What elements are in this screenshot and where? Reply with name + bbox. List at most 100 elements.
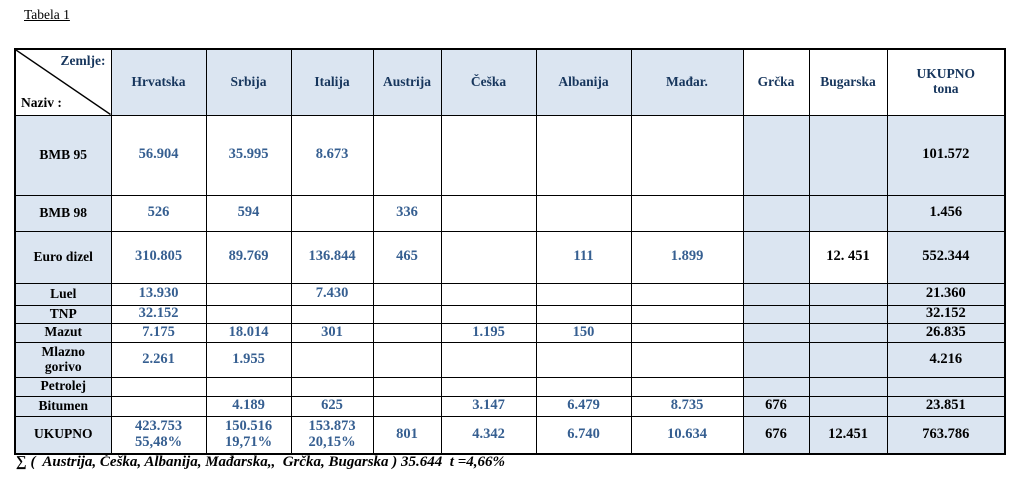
table-cell: 150	[535, 322, 632, 343]
table-cell: 336	[372, 194, 442, 232]
table-cell: 3.147	[440, 395, 537, 417]
table-cell: 676	[742, 415, 810, 455]
row-label: Petrolej	[14, 376, 112, 397]
table-cell: 153.873 20,15%	[290, 415, 374, 455]
column-header: Srbija	[205, 48, 292, 116]
table-cell: 150.516 19,71%	[205, 415, 292, 455]
column-header: Austrija	[372, 48, 442, 116]
table-cell: 32.152	[110, 304, 207, 324]
table-cell: 625	[290, 395, 374, 417]
table-cell: 801	[372, 415, 442, 455]
table-cell: 32.152	[886, 304, 1006, 324]
table-cell: 7.175	[110, 322, 207, 343]
table-cell	[886, 376, 1006, 397]
table-cell: 2.261	[110, 341, 207, 378]
table-cell	[372, 341, 442, 378]
table-cell: 111	[535, 230, 632, 284]
table-cell: 423.753 55,48%	[110, 415, 207, 455]
row-label: UKUPNO	[14, 415, 112, 455]
table-cell: 1.955	[205, 341, 292, 378]
table-cell	[372, 114, 442, 196]
table-cell	[742, 194, 810, 232]
table-cell: 552.344	[886, 230, 1006, 284]
table-cell	[808, 304, 888, 324]
table-row: BMB 98 526 594 336 1.456	[14, 194, 1006, 232]
table-cell	[110, 395, 207, 417]
table-row: BMB 95 56.904 35.995 8.673 101.572	[14, 114, 1006, 196]
table-cell	[742, 230, 810, 284]
column-header: Češka	[440, 48, 537, 116]
table-row: TNP 32.152 32.152	[14, 304, 1006, 324]
row-label: Mazut	[14, 322, 112, 343]
table-cell	[742, 114, 810, 196]
table-cell	[290, 304, 374, 324]
table-cell	[742, 304, 810, 324]
table-cell	[535, 114, 632, 196]
table-cell: 1.899	[630, 230, 744, 284]
table-cell: 12. 451	[808, 230, 888, 284]
row-label: Mlazno gorivo	[14, 341, 112, 378]
table-cell	[630, 341, 744, 378]
corner-label-naziv: Naziv :	[21, 94, 62, 110]
table-cell	[742, 376, 810, 397]
table-cell: 526	[110, 194, 207, 232]
table-cell	[290, 376, 374, 397]
table-cell: 594	[205, 194, 292, 232]
corner-cell: Zemlje: Naziv :	[14, 48, 112, 116]
table-cell	[440, 341, 537, 378]
table-cell: 89.769	[205, 230, 292, 284]
table-cell	[808, 194, 888, 232]
table-cell	[372, 282, 442, 306]
table-cell	[808, 282, 888, 306]
table-cell	[440, 282, 537, 306]
table-row: Mlazno gorivo 2.261 1.955 4.216	[14, 341, 1006, 378]
table-cell	[372, 395, 442, 417]
table-cell	[372, 376, 442, 397]
table-cell	[440, 304, 537, 324]
table-cell	[440, 230, 537, 284]
column-header: Italija	[290, 48, 374, 116]
table-cell: 676	[742, 395, 810, 417]
table-cell: 301	[290, 322, 374, 343]
table-cell: 56.904	[110, 114, 207, 196]
data-table: Zemlje: Naziv : Hrvatska Srbija Italija Austr…	[14, 48, 1006, 455]
table-cell: 8.735	[630, 395, 744, 417]
table-cell: 7.430	[290, 282, 374, 306]
table-cell: 26.835	[886, 322, 1006, 343]
table-cell	[742, 341, 810, 378]
table-cell	[535, 282, 632, 306]
row-label: BMB 95	[14, 114, 112, 196]
table-cell	[742, 282, 810, 306]
table-cell: 1.456	[886, 194, 1006, 232]
table-cell: 1.195	[440, 322, 537, 343]
table-cell	[630, 322, 744, 343]
row-label: Euro dizel	[14, 230, 112, 284]
diagonal-line	[16, 50, 111, 115]
table-cell	[630, 282, 744, 306]
sum-note: ∑ ( Austrija, Češka, Albanija, Mađarska,…	[16, 454, 506, 470]
table-cell	[535, 341, 632, 378]
table-row: Petrolej	[14, 376, 1006, 397]
table-cell	[535, 376, 632, 397]
table-cell	[440, 194, 537, 232]
table-cell	[742, 322, 810, 343]
table-row: Luel 13.930 7.430 21.360	[14, 282, 1006, 306]
table-cell	[630, 376, 744, 397]
table-cell	[808, 376, 888, 397]
table-cell: 8.673	[290, 114, 374, 196]
column-header: Mađar.	[630, 48, 744, 116]
table-cell	[630, 194, 744, 232]
table-cell	[205, 282, 292, 306]
table-cell	[372, 304, 442, 324]
table-cell: 10.634	[630, 415, 744, 455]
column-header: Albanija	[535, 48, 632, 116]
table-cell: 310.805	[110, 230, 207, 284]
table-cell	[205, 376, 292, 397]
table-cell: 6.479	[535, 395, 632, 417]
table-cell: 4.216	[886, 341, 1006, 378]
table-cell: 13.930	[110, 282, 207, 306]
table-cell: 23.851	[886, 395, 1006, 417]
table-row: Mazut 7.175 18.014 301 1.195 150 26.835	[14, 322, 1006, 343]
table-row: Euro dizel 310.805 89.769 136.844 465 111 1.89…	[14, 230, 1006, 284]
